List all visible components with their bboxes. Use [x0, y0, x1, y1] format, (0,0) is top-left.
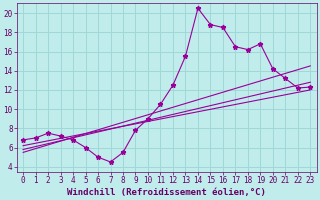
X-axis label: Windchill (Refroidissement éolien,°C): Windchill (Refroidissement éolien,°C)	[67, 188, 266, 197]
